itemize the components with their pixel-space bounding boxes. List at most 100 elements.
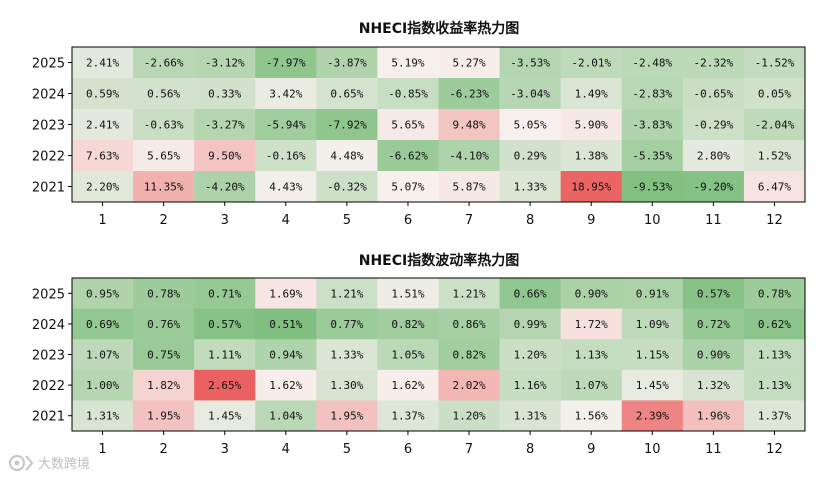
cell-label: 1.45% (636, 379, 669, 392)
heatmap-cell (377, 78, 439, 110)
cell-label: 1.13% (758, 349, 791, 362)
cell-label: 7.63% (86, 150, 119, 163)
heatmap-cell (377, 339, 439, 371)
heatmap-cell (621, 171, 684, 203)
cell-label: 9.50% (208, 150, 241, 163)
heatmap-cell (621, 78, 684, 110)
heatmap-cell (438, 369, 500, 401)
x-tick-label: 3 (221, 213, 229, 228)
cell-label: 1.15% (636, 349, 669, 362)
cell-label: 5.90% (575, 119, 608, 132)
cell-label: 1.11% (208, 349, 241, 362)
cell-label: 0.78% (758, 287, 791, 300)
y-tick-label: 2023 (32, 119, 65, 134)
heatmap-cell (194, 109, 256, 141)
y-tick-label: 2025 (32, 57, 65, 72)
cell-label: 5.27% (452, 57, 485, 70)
cell-label: 0.57% (208, 318, 241, 331)
heatmap-cell (621, 308, 684, 340)
cell-label: 0.72% (697, 318, 730, 331)
cell-label: -5.94% (266, 119, 306, 132)
cell-label: 0.95% (86, 287, 119, 300)
heatmap-cell (377, 171, 439, 203)
heatmap-cell (438, 47, 500, 79)
heatmap-cell (255, 400, 317, 432)
cell-label: -0.63% (144, 119, 184, 132)
heatmap-cell (194, 140, 256, 172)
heatmap-cell (499, 171, 561, 203)
cell-label: -0.85% (388, 88, 428, 101)
heatmap-cell (316, 339, 378, 371)
heatmap-cell (560, 109, 623, 141)
heatmap-cell (72, 339, 134, 371)
cell-label: 0.71% (208, 287, 241, 300)
heatmap-cell (194, 171, 256, 203)
heatmap-cell (438, 400, 500, 432)
cell-label: 1.13% (758, 379, 791, 392)
cell-label: 11.35% (144, 181, 184, 194)
cell-label: 2.41% (86, 119, 119, 132)
cell-label: 2.80% (697, 150, 730, 163)
cell-label: 1.33% (330, 349, 363, 362)
cell-label: 0.66% (514, 287, 547, 300)
heatmap-cell (316, 369, 378, 401)
cell-label: 5.65% (391, 119, 424, 132)
heatmap-cell (316, 171, 378, 203)
cell-label: 1.05% (391, 349, 424, 362)
heatmap-cell (255, 339, 317, 371)
cell-label: 1.33% (514, 181, 547, 194)
cell-label: 1.45% (208, 410, 241, 423)
heatmap-cell (743, 78, 806, 110)
heatmap-cell (255, 140, 317, 172)
cell-label: -2.66% (144, 57, 184, 70)
heatmap-cell (499, 140, 561, 172)
x-tick-label: 5 (343, 213, 351, 228)
cell-label: 1.95% (147, 410, 180, 423)
cell-label: 5.05% (514, 119, 547, 132)
heatmap-cell (133, 339, 195, 371)
heatmap-cell (194, 400, 256, 432)
heatmap-cell (438, 78, 500, 110)
x-tick-label: 6 (404, 213, 412, 228)
return-heatmap-title: NHECI指数收益率热力图 (359, 20, 519, 37)
heatmap-cell (255, 47, 317, 79)
heatmap-cell (499, 109, 561, 141)
cell-label: 1.07% (86, 349, 119, 362)
heatmap-cell (72, 47, 134, 79)
cell-label: -3.04% (510, 88, 550, 101)
heatmap-cell (72, 109, 134, 141)
x-tick-label: 12 (766, 213, 783, 228)
heatmap-cell (133, 109, 195, 141)
heatmap-cell (255, 171, 317, 203)
heatmap-cell (316, 47, 378, 79)
heatmap-cell (194, 78, 256, 110)
heatmap-cell (377, 278, 439, 309)
heatmap-cell (377, 369, 439, 401)
cell-label: 0.90% (575, 287, 608, 300)
heatmap-cell (499, 308, 561, 340)
cell-label: 1.20% (452, 410, 485, 423)
y-tick-label: 2024 (32, 88, 65, 103)
cell-label: 5.87% (452, 181, 485, 194)
watermark-text: 大数跨境 (38, 457, 90, 472)
cell-label: -7.97% (266, 57, 306, 70)
watermark: 大数跨境 (9, 455, 90, 472)
cell-label: 0.91% (636, 287, 669, 300)
x-tick-label: 6 (404, 442, 412, 457)
cell-label: 0.51% (269, 318, 302, 331)
cell-label: 1.37% (758, 410, 791, 423)
y-tick-label: 2023 (32, 349, 65, 364)
heatmap-cell (72, 400, 134, 432)
cell-label: 18.95% (571, 181, 611, 194)
cell-label: 1.51% (391, 287, 424, 300)
cell-label: 2.41% (86, 57, 119, 70)
heatmap-cell (560, 308, 623, 340)
cell-label: 1.62% (391, 379, 424, 392)
cell-label: 0.82% (452, 349, 485, 362)
cell-label: -2.48% (632, 57, 672, 70)
heatmap-cell (682, 400, 745, 432)
cell-label: 0.77% (330, 318, 363, 331)
x-tick-label: 8 (526, 442, 534, 457)
heatmap-cell (499, 400, 561, 432)
heatmap-cell (377, 400, 439, 432)
